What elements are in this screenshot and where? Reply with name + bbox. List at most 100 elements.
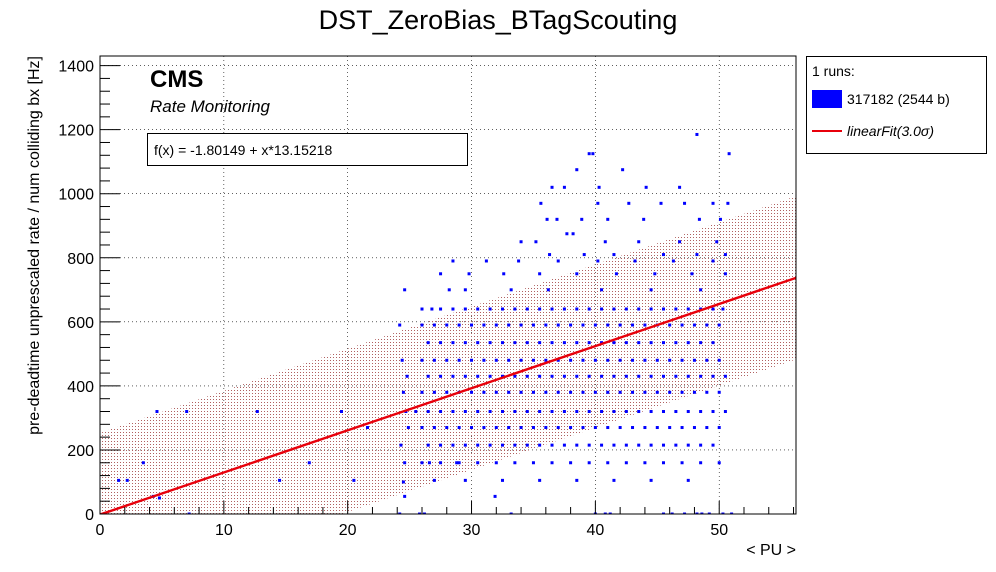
legend-header: 1 runs:: [812, 63, 855, 79]
data-point: [655, 426, 659, 430]
data-point: [715, 240, 719, 244]
data-point: [674, 307, 678, 311]
data-point: [661, 253, 665, 257]
data-point: [680, 426, 684, 430]
data-point: [439, 461, 443, 465]
data-point: [600, 443, 604, 447]
data-point: [600, 288, 604, 292]
data-point: [432, 323, 436, 327]
data-point: [683, 512, 687, 514]
cms-label: CMS: [150, 66, 204, 93]
data-point: [692, 390, 696, 394]
x-tick-label: 10: [215, 522, 233, 539]
data-point: [507, 426, 511, 430]
data-point: [596, 259, 600, 263]
data-point: [555, 217, 559, 221]
data-point: [587, 410, 591, 414]
data-point: [556, 390, 560, 394]
data-point: [587, 307, 591, 311]
data-point: [661, 341, 665, 345]
data-point: [671, 259, 675, 263]
data-point: [451, 307, 455, 311]
data-point: [488, 374, 492, 378]
data-point: [717, 358, 721, 362]
data-point: [513, 307, 517, 311]
data-point: [581, 426, 585, 430]
data-point: [455, 461, 459, 465]
data-point: [484, 259, 488, 263]
data-point: [631, 426, 635, 430]
data-point: [432, 478, 436, 482]
legend-label-run: 317182 (2544 b): [847, 91, 950, 107]
legend-swatch-run: [812, 90, 842, 108]
data-point: [451, 443, 455, 447]
data-point: [705, 426, 709, 430]
data-point: [593, 390, 597, 394]
data-point: [678, 185, 682, 189]
data-point: [649, 410, 653, 414]
fit-band-area: [100, 196, 796, 514]
data-point: [699, 374, 703, 378]
data-point: [686, 478, 690, 482]
data-point: [606, 323, 610, 327]
data-point: [439, 443, 443, 447]
data-point: [686, 307, 690, 311]
legend-swatch-fit: [812, 130, 842, 132]
data-point: [582, 253, 586, 257]
data-point: [700, 512, 704, 514]
y-tick-label: 1400: [58, 59, 94, 76]
data-point: [445, 426, 449, 430]
data-point: [581, 358, 585, 362]
legend: 1 runs: 317182 (2544 b) linearFit(3.0σ): [806, 56, 987, 154]
data-point: [643, 390, 647, 394]
data-point: [705, 358, 709, 362]
data-point: [414, 410, 418, 414]
data-point: [668, 426, 672, 430]
data-point: [502, 272, 506, 276]
y-tick-label: 600: [67, 315, 94, 332]
data-point: [509, 512, 513, 514]
data-point: [426, 443, 430, 447]
data-point: [482, 426, 486, 430]
data-point: [562, 374, 566, 378]
data-point: [439, 410, 443, 414]
data-point: [711, 341, 715, 345]
data-point: [538, 410, 542, 414]
data-point: [525, 341, 529, 345]
data-point: [575, 374, 579, 378]
data-point: [569, 390, 573, 394]
data-point: [451, 374, 455, 378]
y-tick-label: 1000: [58, 187, 94, 204]
data-point: [556, 358, 560, 362]
data-point: [418, 512, 422, 514]
grid: [99, 56, 796, 515]
data-point: [569, 461, 573, 465]
data-point: [661, 443, 665, 447]
data-point: [398, 323, 402, 327]
data-point: [612, 307, 616, 311]
data-point: [513, 443, 517, 447]
data-point: [661, 512, 665, 514]
x-tick-label: 0: [96, 522, 105, 539]
data-point: [649, 478, 653, 482]
data-point: [339, 410, 343, 414]
data-point: [730, 512, 734, 514]
data-point: [482, 358, 486, 362]
data-point: [614, 272, 618, 276]
data-point: [587, 152, 591, 156]
data-point: [569, 426, 573, 430]
data-point: [637, 374, 641, 378]
data-point: [723, 253, 727, 257]
data-point: [637, 443, 641, 447]
data-point: [593, 323, 597, 327]
data-point: [603, 512, 607, 514]
data-point: [278, 478, 282, 482]
data-point: [476, 443, 480, 447]
data-point: [653, 272, 657, 276]
data-point: [711, 201, 715, 205]
data-point: [723, 272, 727, 276]
plot-frame: [99, 55, 797, 515]
data-point: [680, 323, 684, 327]
data-point: [637, 240, 641, 244]
data-point: [467, 272, 471, 276]
